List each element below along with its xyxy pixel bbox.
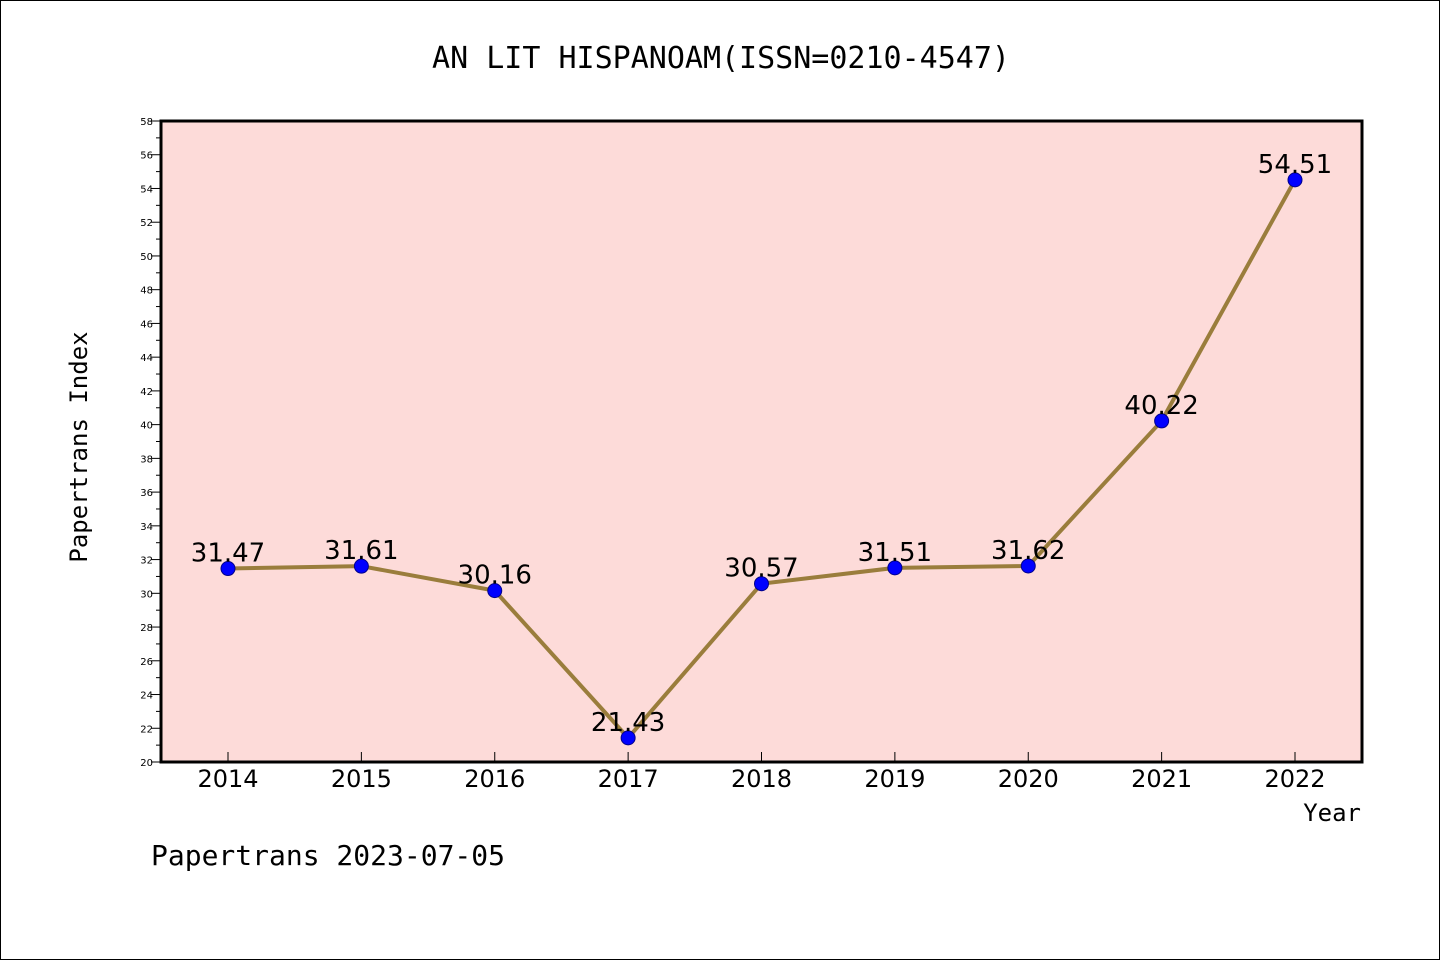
y-tick-label: 36 [140,488,153,499]
y-tick-label: 48 [140,286,153,297]
data-point-marker [887,560,903,576]
data-point-marker [220,561,236,577]
y-tick-label: 24 [140,691,153,702]
data-value-label: 30.57 [724,554,798,584]
x-tick-label: 2018 [731,765,792,793]
data-point-marker [353,558,369,574]
value-labels: 31.47 31.61 30.16 21.43 30.57 31.51 31.62 40.22… [191,150,1332,738]
y-axis: 20 22 24 26 28 30 32 34 36 38 40 42 44 46 48 50 52 54 56 58 [140,117,161,769]
y-tick-label: 28 [140,623,153,634]
y-tick-label: 58 [140,117,153,128]
y-tick-label: 22 [140,724,153,735]
data-point-marker [1287,172,1303,188]
data-value-label: 30.16 [458,561,532,591]
y-tick-label: 46 [140,319,153,330]
y-tick-label: 20 [140,758,153,769]
y-tick-label: 54 [140,184,153,195]
y-tick-label: 52 [140,218,153,229]
x-tick-label: 2015 [331,765,392,793]
data-value-label: 31.47 [191,539,265,569]
data-value-label: 31.62 [991,536,1065,566]
x-tick-label: 2020 [998,765,1059,793]
x-tick-label: 2014 [197,765,258,793]
x-tick-label: 2019 [864,765,925,793]
series-line [220,172,1303,746]
x-tick-label: 2016 [464,765,525,793]
plot-area [159,119,1364,764]
data-point-marker [1154,413,1170,429]
data-point-marker [620,730,636,746]
y-tick-label: 42 [140,387,153,398]
y-tick-label: 56 [140,151,153,162]
x-tick-label: 2022 [1264,765,1325,793]
data-point-marker [1020,558,1036,574]
y-tick-label: 40 [140,421,153,432]
footer-credit: Papertrans 2023-07-05 [151,839,505,872]
x-axis: 2014 2015 2016 2017 2018 2019 2020 2021 2022 [197,752,1326,793]
x-tick-label: 2021 [1131,765,1192,793]
x-axis-label: Year [1303,799,1361,827]
y-tick-label: 26 [140,657,153,668]
y-tick-label: 34 [140,522,153,533]
data-value-label: 21.43 [591,708,665,738]
y-tick-label: 32 [140,556,153,567]
data-point-marker [754,576,769,592]
y-tick-label: 30 [140,589,153,600]
y-axis-label: Papertrans Index [65,331,93,562]
data-value-label: 31.51 [858,538,932,568]
y-tick-label: 38 [140,454,153,465]
y-tick-label: 44 [140,353,153,364]
y-tick-label: 50 [140,252,153,263]
chart-title: AN LIT HISPANOAM(ISSN=0210-4547) [432,41,1010,76]
data-value-label: 40.22 [1124,391,1198,421]
data-value-label: 31.61 [324,536,398,566]
data-point-marker [487,583,503,599]
x-tick-label: 2017 [598,765,659,793]
data-value-label: 54.51 [1258,150,1332,180]
